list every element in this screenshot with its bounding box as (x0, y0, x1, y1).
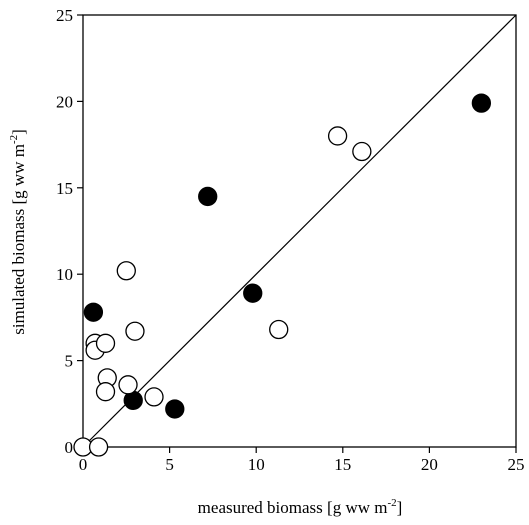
y-tick-label-3: 15 (56, 179, 73, 198)
one-to-one-line (82, 14, 517, 448)
x-tick-label-2: 10 (248, 455, 265, 474)
plot-frame (82, 14, 517, 448)
y-tick-label-1: 5 (65, 352, 74, 371)
filled-point-2 (165, 399, 185, 419)
filled-point-3 (198, 186, 218, 207)
data-points (73, 93, 492, 457)
open-point-1 (88, 437, 109, 457)
y-tick-label-5: 25 (56, 6, 73, 25)
tick-labels: 0 5 10 15 20 25 0 5 10 15 20 25 (56, 6, 525, 474)
open-point-13 (352, 141, 372, 162)
y-axis-title-sup: -2 (8, 135, 20, 144)
open-point-12 (327, 126, 348, 146)
x-tick-label-0: 0 (79, 455, 88, 474)
x-axis-title: measured biomass [g ww m-2] (198, 497, 403, 517)
open-point-4 (95, 333, 116, 353)
y-tick-label-2: 10 (56, 265, 73, 284)
y-tick-label-4: 20 (56, 92, 73, 111)
open-point-6 (95, 382, 116, 402)
x-axis-title-sup: -2 (387, 497, 396, 509)
open-point-11 (269, 319, 289, 340)
filled-point-5 (471, 93, 492, 113)
x-tick-label-3: 15 (334, 455, 351, 474)
reference-line-layer (82, 14, 517, 448)
x-tick-label-5: 25 (508, 455, 525, 474)
open-point-9 (125, 321, 145, 341)
open-point-8 (118, 375, 138, 395)
open-point-10 (144, 387, 164, 407)
y-axis-title: simulated biomass [g ww m-2] (8, 129, 28, 335)
y-tick-label-0: 0 (65, 438, 74, 457)
open-point-7 (116, 261, 136, 281)
x-tick-label-1: 5 (165, 455, 174, 474)
x-tick-label-4: 20 (421, 455, 438, 474)
axes (82, 14, 517, 448)
filled-point-0 (83, 302, 104, 322)
filled-point-4 (243, 283, 263, 303)
